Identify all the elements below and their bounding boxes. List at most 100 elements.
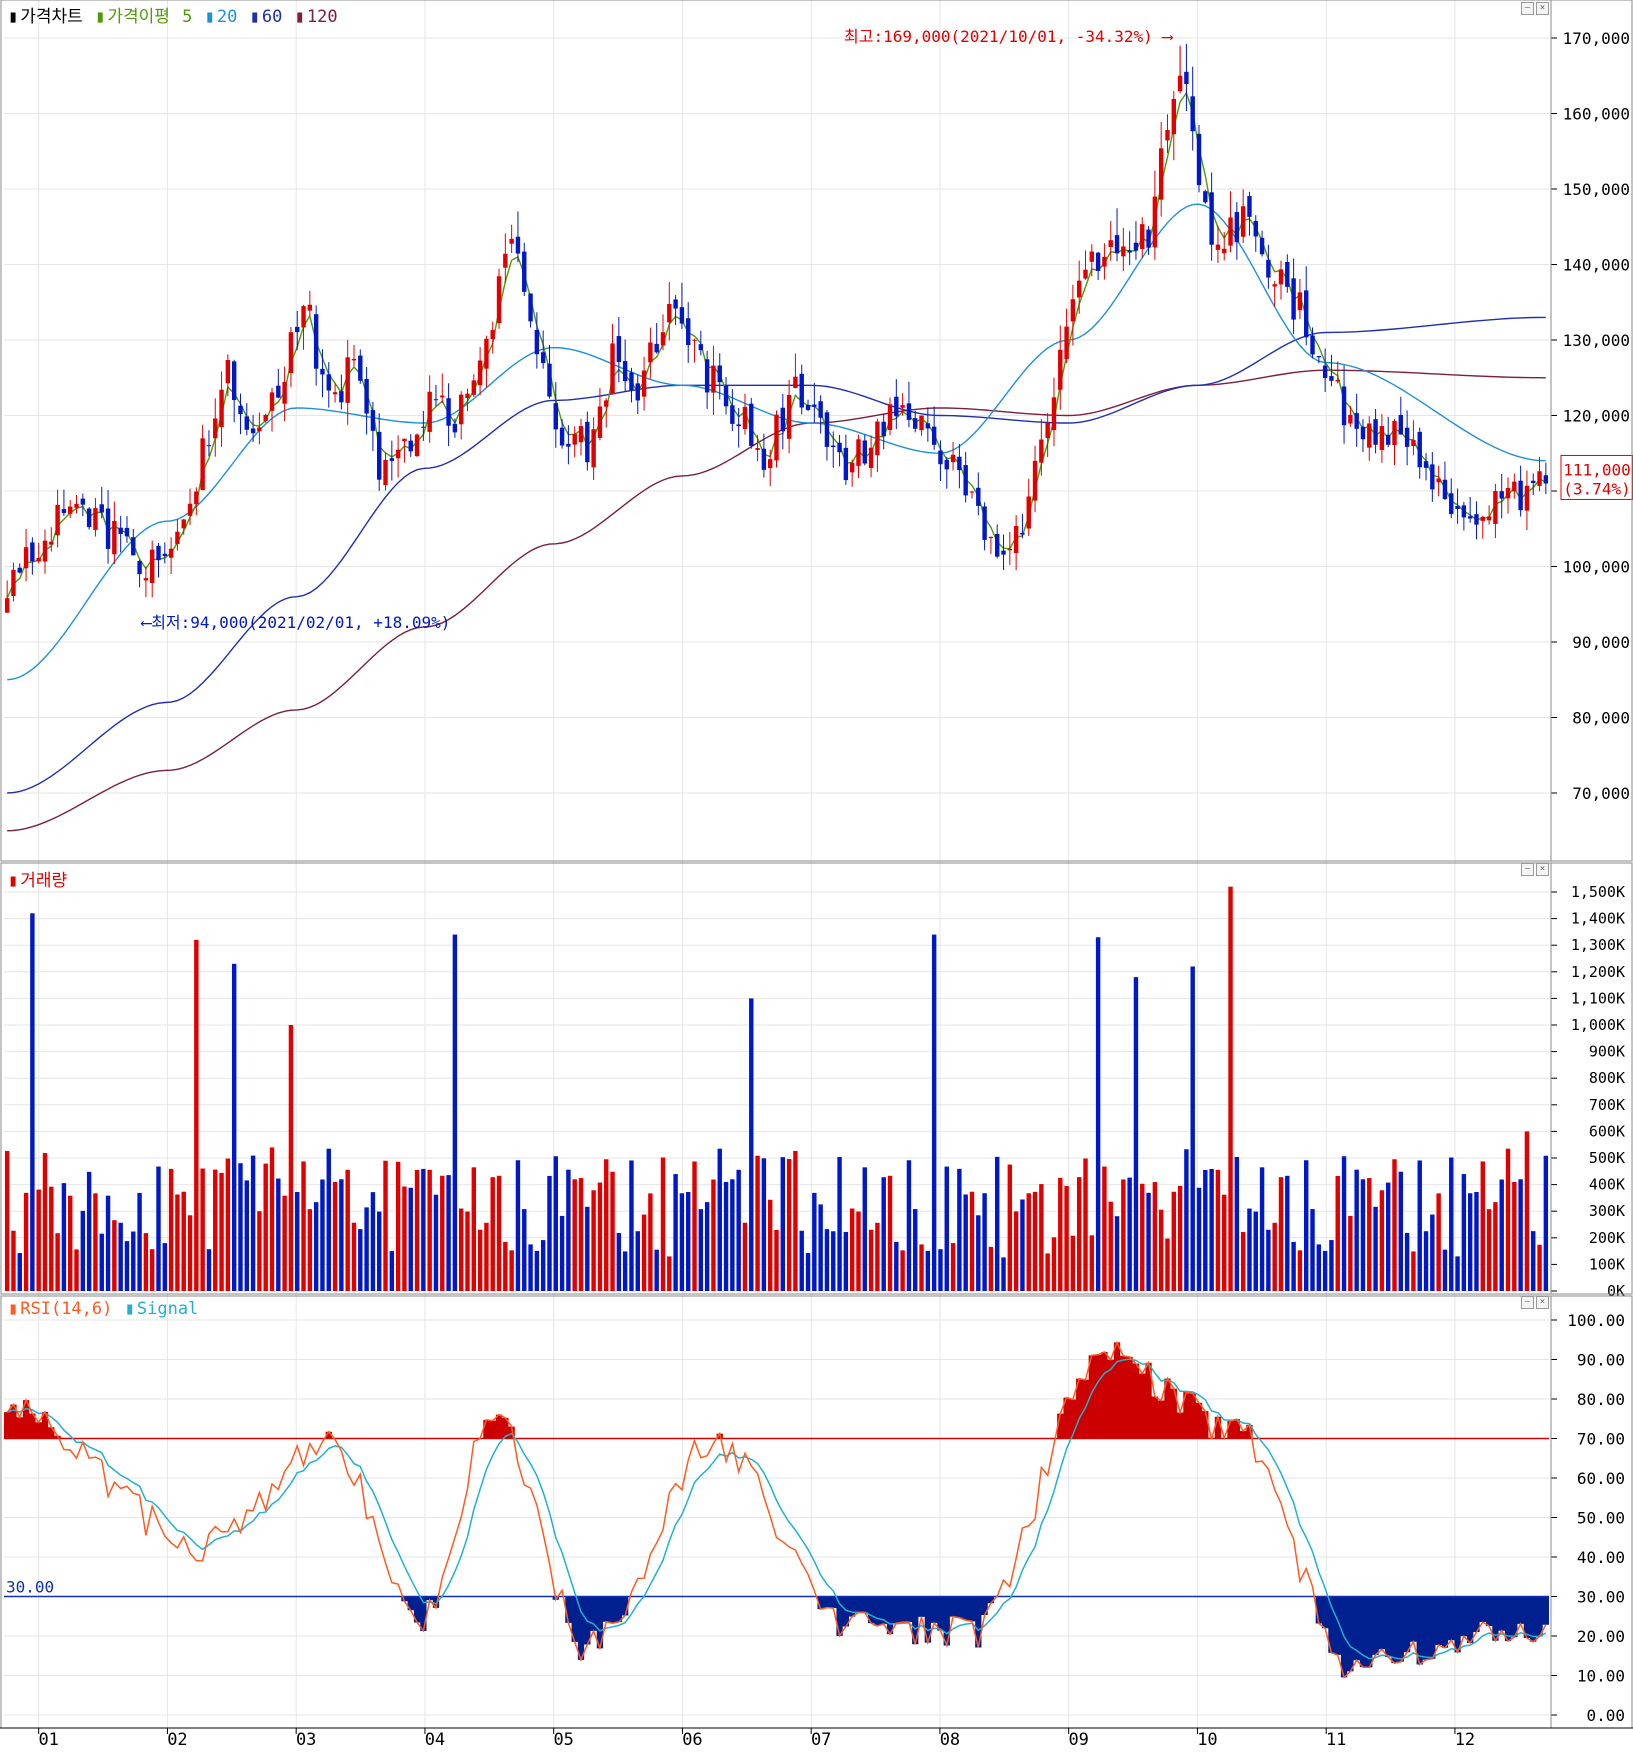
rsi-panel-minimize-button[interactable]: – (1521, 1296, 1534, 1309)
candle-body (175, 531, 180, 545)
candle-body (213, 418, 218, 439)
volume-y-tick-label: 900K (1589, 1043, 1625, 1061)
volume-bar (938, 1249, 943, 1291)
volume-bar (540, 1240, 546, 1291)
volume-bar (395, 1161, 401, 1291)
candle-body (1001, 550, 1006, 555)
volume-bar (736, 1169, 741, 1291)
candle-body (68, 506, 73, 514)
candle-body (458, 394, 464, 425)
volume-bar (686, 1191, 691, 1291)
ma5-legend: 5 (182, 7, 193, 27)
candle-body (1499, 491, 1504, 499)
candle-body (856, 439, 861, 466)
volume-y-tick-label: 600K (1589, 1122, 1625, 1140)
volume-bar (648, 1193, 653, 1291)
volume-bar (629, 1160, 634, 1291)
volume-bar (1531, 1231, 1536, 1291)
volume-bar (1455, 1256, 1460, 1291)
candle-body (1102, 256, 1107, 267)
candle-body (118, 527, 123, 534)
candle-body (717, 365, 722, 383)
volume-bar (780, 1157, 786, 1291)
volume-bar (849, 1208, 855, 1291)
candle-body (938, 450, 943, 465)
rsi-y-tick-label: 40.00 (1577, 1548, 1625, 1567)
price-panel-minimize-button[interactable]: – (1521, 2, 1534, 15)
volume-panel-minimize-button[interactable]: – (1521, 863, 1534, 876)
candle-body (49, 541, 54, 545)
volume-bar (534, 1250, 540, 1291)
volume-bar (414, 1169, 420, 1291)
volume-bar (1310, 1209, 1315, 1291)
volume-bar (1190, 966, 1195, 1291)
price-panel-close-button[interactable]: × (1536, 2, 1549, 15)
volume-bar (477, 1229, 483, 1291)
candle-body (894, 396, 899, 417)
candle-body (1121, 246, 1126, 257)
candle-body (269, 392, 275, 411)
rsi-legend: ▮ RSI(14,6) ▮ Signal (8, 1299, 199, 1319)
price-y-tick-label: 90,000 (1572, 633, 1630, 652)
volume-y-tick-label: 0K (1607, 1282, 1625, 1300)
candle-body (585, 421, 590, 463)
volume-bar (604, 1159, 609, 1291)
candle-body (1379, 426, 1385, 451)
volume-bar (900, 1250, 905, 1291)
volume-bar (17, 1253, 22, 1291)
candle-body (377, 431, 382, 480)
volume-bar (200, 1168, 205, 1291)
volume-bar (805, 1253, 811, 1291)
volume-bar (42, 1153, 48, 1291)
candle-body (553, 403, 558, 430)
volume-bar (509, 1250, 514, 1291)
volume-bar (276, 1178, 281, 1291)
candle-body (931, 426, 937, 445)
candle-body (257, 427, 262, 432)
candle-body (925, 423, 931, 429)
candle-body (1247, 196, 1252, 217)
volume-bar (219, 1172, 224, 1291)
volume-bar (1297, 1250, 1303, 1291)
volume-bar (1518, 1179, 1523, 1291)
candle-body (484, 338, 489, 369)
rsi-y-tick-label: 60.00 (1577, 1469, 1625, 1488)
candle-body (490, 330, 495, 339)
volume-bar (295, 1191, 300, 1291)
candle-body (477, 360, 483, 386)
candle-body (1461, 505, 1467, 518)
candle-body (540, 352, 546, 364)
candle-body (1051, 397, 1057, 431)
candle-body (452, 423, 458, 433)
volume-bar (149, 1249, 155, 1291)
candle-body (181, 519, 186, 529)
x-tick-label: 08 (940, 1730, 960, 1750)
ma60-legend: 60 (261, 7, 283, 27)
volume-bar (74, 1249, 79, 1291)
x-tick-label: 01 (38, 1730, 58, 1750)
candle-body (1316, 356, 1322, 358)
volume-bar (1329, 1240, 1334, 1291)
candle-body (1505, 487, 1511, 499)
volume-bar (1121, 1179, 1126, 1291)
rsi-panel-close-button[interactable]: × (1536, 1296, 1549, 1309)
volume-y-tick-label: 1,400K (1571, 910, 1625, 928)
volume-panel-close-button[interactable]: × (1536, 863, 1549, 876)
volume-bar (786, 1159, 792, 1291)
candle-body (383, 459, 388, 486)
volume-bar (717, 1148, 722, 1291)
volume-bar (793, 1150, 798, 1291)
panel-border (0, 862, 1633, 1295)
rsi-y-tick-label: 20.00 (1577, 1627, 1625, 1646)
volume-bar (610, 1171, 615, 1291)
candle-body (1253, 220, 1258, 237)
candle-body (1070, 299, 1076, 322)
volume-bar (1234, 1157, 1240, 1291)
volume-y-tick-label: 1,300K (1571, 936, 1625, 954)
volume-y-tick-label: 300K (1589, 1202, 1625, 1220)
candle-body (995, 533, 1000, 557)
volume-bar (1411, 1251, 1416, 1291)
candle-body (250, 428, 256, 434)
candle-body (345, 357, 350, 403)
